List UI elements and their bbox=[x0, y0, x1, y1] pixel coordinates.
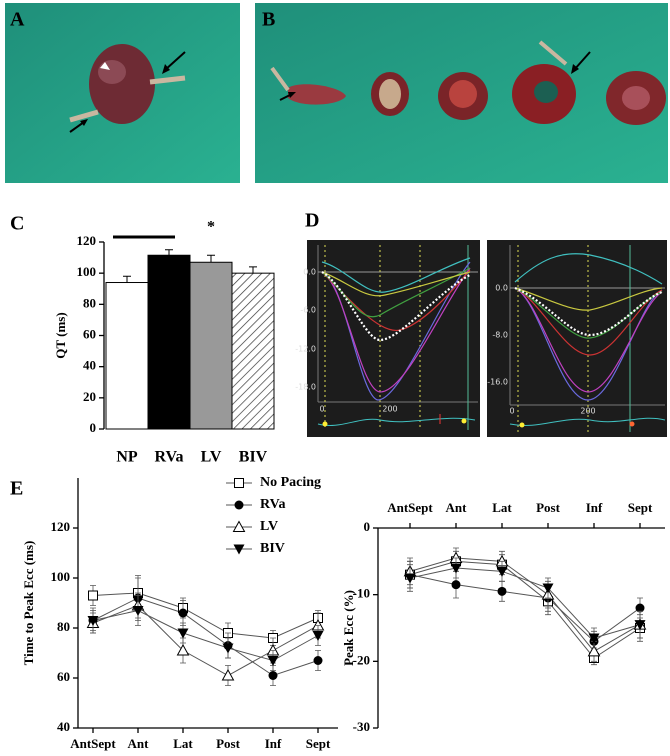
series-line bbox=[92, 597, 319, 677]
echo-x-tick: 0 bbox=[319, 405, 324, 414]
x-tick-label: BIV bbox=[239, 449, 268, 466]
echo-left bbox=[307, 240, 480, 437]
marker bbox=[542, 583, 554, 594]
legend-marker bbox=[233, 544, 245, 555]
x-tick-label: Sept bbox=[628, 500, 653, 515]
echo-x-tick: 200 bbox=[580, 407, 595, 416]
x-tick-label: AntSept bbox=[70, 736, 116, 751]
y-tick-label: 0 bbox=[90, 420, 97, 435]
series-line bbox=[409, 567, 641, 639]
x-tick-label: Ant bbox=[128, 736, 150, 751]
legend-marker bbox=[234, 478, 244, 488]
echo-x-tick: 200 bbox=[382, 405, 397, 414]
y-tick-label: 80 bbox=[83, 295, 96, 310]
marker bbox=[87, 616, 99, 626]
marker bbox=[132, 606, 144, 616]
x-tick-label: LV bbox=[201, 449, 222, 466]
y-tick-label: 100 bbox=[51, 569, 71, 584]
marker bbox=[635, 603, 645, 613]
photo-b bbox=[255, 3, 668, 183]
x-tick-label: Inf bbox=[265, 736, 282, 751]
x-tick-label: NP bbox=[116, 449, 138, 466]
series-line bbox=[92, 609, 319, 662]
photo-a bbox=[5, 3, 240, 183]
legend-label: LV bbox=[260, 519, 278, 534]
x-tick-label: Lat bbox=[492, 500, 512, 515]
echo-y-tick: -6.0 bbox=[300, 306, 316, 315]
marker bbox=[313, 656, 323, 665]
marker bbox=[450, 563, 462, 574]
y-tick-label: 60 bbox=[57, 669, 70, 684]
bar bbox=[147, 254, 191, 430]
y-tick-label: -30 bbox=[353, 719, 370, 734]
y-tick-label: 20 bbox=[83, 389, 96, 404]
y-tick-label: -20 bbox=[353, 652, 370, 667]
y-tick-label: 60 bbox=[83, 326, 96, 341]
y-tick-label: 80 bbox=[57, 619, 70, 634]
y-tick-label: 120 bbox=[77, 233, 97, 248]
marker bbox=[588, 633, 600, 644]
series-line bbox=[92, 592, 319, 639]
marker bbox=[176, 643, 190, 656]
series-line bbox=[92, 604, 319, 677]
marker bbox=[177, 628, 189, 639]
y-tick-label: 120 bbox=[51, 519, 71, 534]
x-tick-label: Post bbox=[216, 736, 241, 751]
echo-y-tick: -18.0 bbox=[295, 383, 316, 392]
bar bbox=[189, 261, 233, 430]
y-tick-label: 100 bbox=[77, 264, 97, 279]
echo-y-tick: 0.0 bbox=[495, 284, 508, 293]
marker bbox=[178, 608, 188, 618]
marker bbox=[268, 671, 278, 680]
legend-marker bbox=[232, 520, 246, 532]
legend-label: RVa bbox=[260, 497, 285, 512]
marker bbox=[267, 656, 279, 666]
x-tick-label: RVa bbox=[154, 449, 183, 466]
marker bbox=[312, 631, 324, 641]
marker bbox=[497, 586, 507, 596]
x-tick-label: AntSept bbox=[387, 500, 433, 515]
panel-label: E bbox=[10, 478, 23, 500]
y-tick-label: 40 bbox=[57, 719, 70, 734]
marker bbox=[587, 644, 601, 657]
series-line bbox=[409, 574, 641, 642]
panel-label: D bbox=[305, 210, 319, 232]
legend-label: BIV bbox=[260, 541, 285, 556]
panel-label: A bbox=[10, 9, 25, 31]
marker bbox=[496, 566, 508, 577]
series-line bbox=[409, 560, 641, 659]
x-tick-label: Sept bbox=[306, 736, 331, 751]
echo-x-tick: 0 bbox=[509, 407, 514, 416]
y-tick-label: -10 bbox=[353, 586, 370, 601]
y-axis-label: QT (ms) bbox=[53, 312, 68, 358]
echo-y-tick: 0.0 bbox=[303, 268, 316, 277]
marker bbox=[221, 668, 235, 681]
marker bbox=[88, 590, 98, 601]
y-axis-label: Time to Peak Ecc (ms) bbox=[21, 541, 36, 666]
marker bbox=[222, 643, 234, 654]
y-tick-label: 40 bbox=[83, 358, 96, 373]
legend-marker bbox=[234, 500, 244, 510]
x-tick-label: Post bbox=[536, 500, 561, 515]
significance-label: * bbox=[207, 219, 215, 236]
x-tick-label: Ant bbox=[446, 500, 468, 515]
panel-label: C bbox=[10, 213, 24, 235]
echo-y-tick: -8.0 bbox=[492, 331, 508, 340]
panel-label: B bbox=[262, 9, 275, 31]
y-axis-label: Peak Ecc (%) bbox=[341, 590, 356, 666]
echo-y-tick: -12.0 bbox=[295, 345, 316, 354]
x-tick-label: Lat bbox=[173, 736, 193, 751]
marker bbox=[404, 573, 416, 584]
bar bbox=[231, 272, 275, 430]
series-line bbox=[409, 557, 641, 652]
x-tick-label: Inf bbox=[586, 500, 603, 515]
marker bbox=[451, 580, 461, 590]
echo-y-tick: -16.0 bbox=[487, 378, 508, 387]
bar bbox=[105, 282, 149, 430]
echo-right bbox=[487, 240, 667, 437]
y-tick-label: 0 bbox=[364, 519, 371, 534]
legend-label: No Pacing bbox=[260, 475, 321, 490]
marker bbox=[634, 620, 646, 631]
